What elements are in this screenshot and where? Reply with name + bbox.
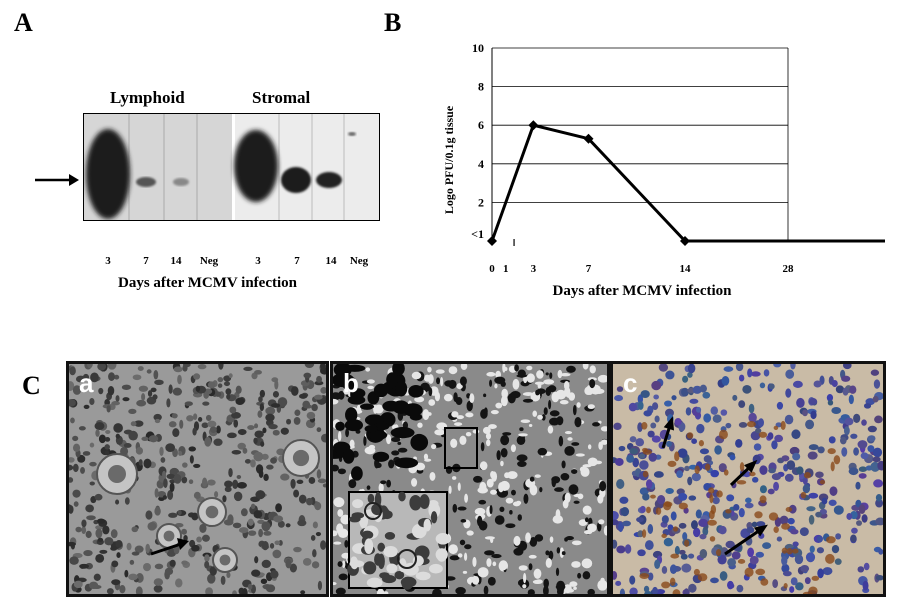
x-tick-label: 3	[531, 263, 537, 275]
x-tick-label: 1	[503, 263, 509, 275]
arrow-icon	[729, 459, 758, 487]
y-tick-label: 4	[478, 157, 484, 171]
data-point	[680, 236, 690, 246]
y-tick-label: 10	[472, 41, 484, 55]
data-point	[528, 120, 539, 131]
y-tick-label: 8	[478, 80, 484, 94]
lane-label: 7	[143, 255, 149, 267]
micrograph-a: a	[66, 361, 329, 597]
micrograph-label-b: b	[343, 368, 359, 398]
band-stromal-day14	[316, 172, 342, 188]
data-point	[487, 236, 497, 246]
x-tick-label: 0	[489, 263, 495, 275]
arrow-icon	[661, 416, 675, 449]
series-line	[490, 123, 885, 243]
data-point	[583, 133, 594, 144]
blot-xlabel: Days after MCMV infection	[118, 275, 297, 291]
lane-label: 14	[325, 255, 337, 267]
inset-box	[444, 427, 478, 469]
band-stromal-day7	[281, 167, 311, 193]
lymphoid-label: Lymphoid	[110, 88, 185, 107]
lane-label: Neg	[349, 255, 369, 267]
band-lymphoid-day14	[173, 178, 189, 186]
micrograph-b: b	[330, 361, 610, 597]
lane-label: Neg	[199, 255, 219, 267]
panel-letter-a: A	[14, 8, 33, 37]
stromal-label: Stromal	[252, 88, 311, 107]
band-arrow-icon	[35, 174, 79, 186]
lane-label: 7	[294, 255, 300, 267]
x-tick-label: 28	[783, 263, 795, 275]
micrograph-label-c: c	[623, 368, 638, 398]
arrow-icon	[724, 524, 768, 556]
y-axis-label: Logo PFU/0.1g tissue	[442, 105, 456, 214]
y-tick-label: 6	[478, 118, 484, 132]
micrograph-c: c	[610, 361, 886, 597]
band-stromal-day3	[234, 130, 278, 202]
arrow-icon	[150, 538, 189, 556]
line-chart: <1 2 4 6 8 10 0 1 3 7 14 28 Logo PFU/0.1g tissue Da…	[442, 41, 885, 299]
lane-label: 3	[105, 255, 111, 267]
inset-zoom	[347, 491, 451, 590]
lane-label: 14	[170, 255, 182, 267]
band-lymphoid-day3	[86, 129, 130, 219]
y-tick-label: 2	[478, 195, 484, 209]
panel-letter-c: C	[22, 371, 41, 400]
y-tick-label: <1	[471, 227, 484, 241]
x-tick-label: 14	[680, 263, 692, 275]
panel-letter-b: B	[384, 8, 402, 37]
western-blot	[83, 113, 380, 221]
micrograph-label-a: a	[79, 368, 94, 398]
band-lymphoid-day7	[136, 177, 156, 187]
lane-label: 3	[255, 255, 261, 267]
x-tick-label: 7	[586, 263, 592, 275]
x-axis-label: Days after MCMV infection	[553, 283, 733, 299]
